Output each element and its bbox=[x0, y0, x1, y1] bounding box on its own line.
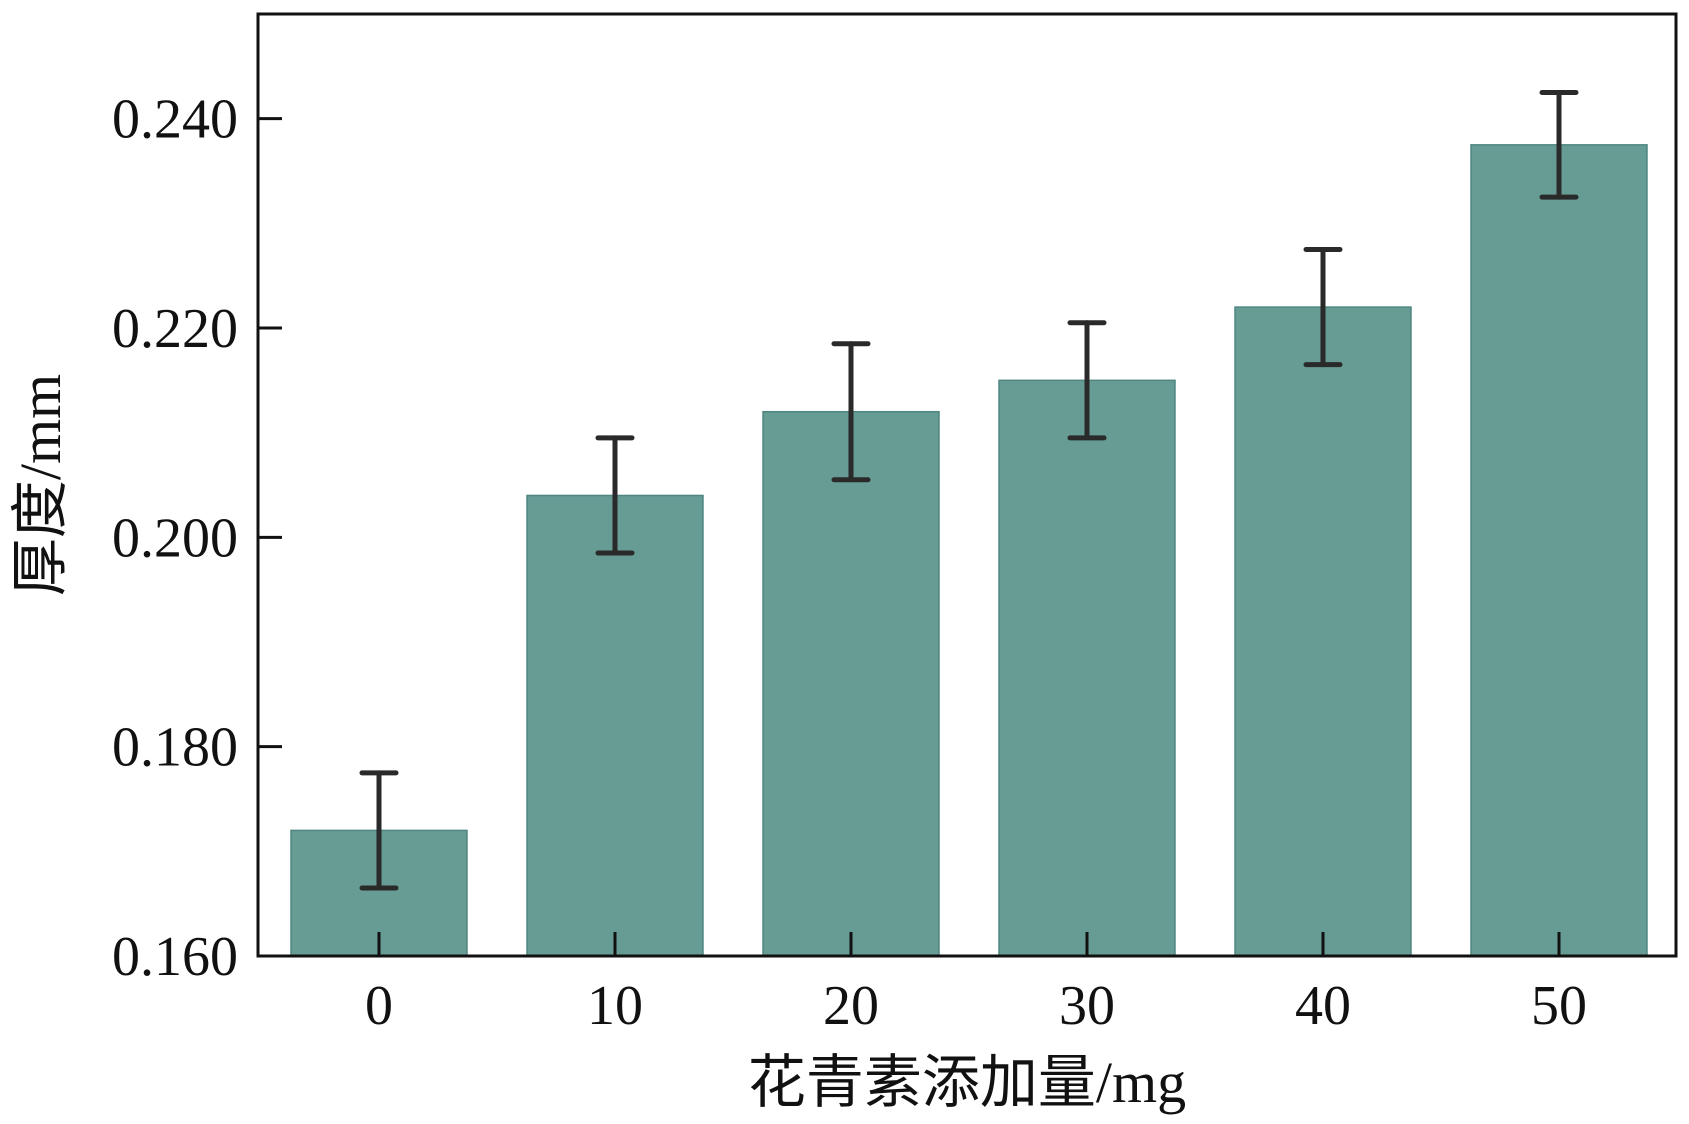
x-tick-label: 30 bbox=[1059, 975, 1115, 1037]
y-tick-label: 0.240 bbox=[112, 89, 238, 151]
bar-40 bbox=[1234, 306, 1412, 957]
bars-group bbox=[290, 144, 1648, 957]
error-bar-20 bbox=[831, 341, 871, 483]
x-axis-label: 花青素添加量/mg bbox=[748, 1050, 1186, 1115]
bar-10 bbox=[526, 494, 704, 957]
x-tick-label: 20 bbox=[823, 975, 879, 1037]
x-tick-label: 50 bbox=[1531, 975, 1587, 1037]
y-tick-label: 0.160 bbox=[112, 926, 238, 988]
y-axis: 0.160 0.180 0.200 0.220 0.240 bbox=[112, 89, 282, 988]
bar-30 bbox=[998, 379, 1176, 957]
error-bars-group bbox=[359, 90, 1579, 891]
error-bar-10 bbox=[595, 435, 635, 556]
error-bar-40 bbox=[1303, 247, 1343, 368]
plot-frame bbox=[256, 12, 1678, 958]
y-tick-label: 0.200 bbox=[112, 507, 238, 569]
x-tick-label: 40 bbox=[1295, 975, 1351, 1037]
error-bar-30 bbox=[1067, 320, 1107, 441]
error-bar-50 bbox=[1539, 90, 1579, 200]
bar-50 bbox=[1470, 144, 1648, 957]
y-tick-label: 0.180 bbox=[112, 717, 238, 779]
bar-20 bbox=[762, 410, 940, 957]
x-tick-label: 0 bbox=[365, 975, 393, 1037]
error-bar-0 bbox=[359, 770, 399, 891]
x-tick-label: 10 bbox=[587, 975, 643, 1037]
y-tick-label: 0.220 bbox=[112, 298, 238, 360]
x-axis: 0 10 20 30 40 50 bbox=[365, 932, 1587, 1037]
y-axis-label: 厚度/mm bbox=[8, 374, 73, 596]
